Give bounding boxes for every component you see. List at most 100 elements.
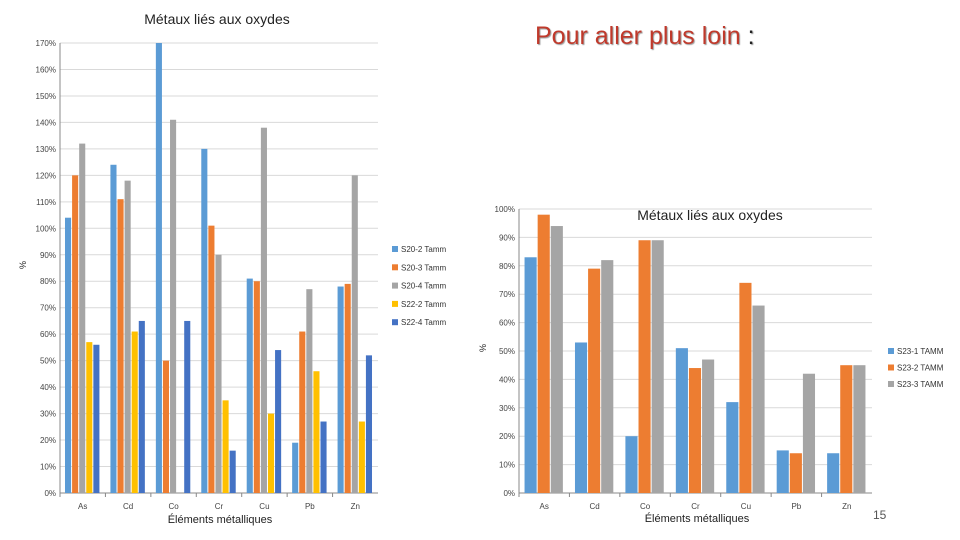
right-chart-x-tick-label: Zn: [842, 502, 851, 511]
right-chart-bar: [574, 342, 588, 493]
right-chart-bar: [550, 226, 563, 494]
left-chart-bar: [260, 127, 267, 494]
left-chart-y-tick-label: 150%: [36, 92, 56, 101]
left-chart-x-tick-label: Co: [168, 502, 179, 511]
left-chart-bar: [201, 148, 208, 493]
left-chart-bar: [229, 450, 236, 493]
right-chart-bar: [601, 260, 614, 493]
right-chart-legend-swatch: [888, 364, 894, 371]
right-chart-bar: [638, 240, 651, 493]
left-chart-bar: [86, 342, 93, 493]
right-chart-x-tick-label: As: [540, 502, 549, 511]
left-chart-y-tick-label: 80%: [40, 277, 56, 286]
right-chart-bar: [789, 453, 802, 493]
right-chart-bar: [675, 348, 688, 493]
left-chart-bar: [275, 350, 282, 493]
right-chart-bar: [651, 240, 664, 493]
left-chart-y-axis-label: %: [18, 261, 28, 269]
left-chart-bar: [72, 175, 79, 493]
left-chart-x-tick-label: Cd: [123, 502, 133, 511]
left-chart-bar: [184, 320, 191, 493]
left-chart-x-tick-label: Cu: [259, 502, 269, 511]
left-chart-bar: [138, 320, 145, 493]
left-chart-y-tick-label: 160%: [36, 65, 56, 74]
right-chart-legend-label: S23-2 TAMM: [897, 364, 944, 373]
left-chart-y-tick-label: 0%: [44, 489, 56, 498]
right-chart-bar: [625, 436, 638, 493]
left-chart-bar: [292, 442, 299, 493]
left-chart-x-axis-label: Éléments métalliques: [168, 513, 273, 526]
slide-heading: Pour aller plus loin :: [535, 22, 755, 51]
left-chart-bar: [93, 344, 100, 493]
left-chart-y-tick-label: 120%: [36, 171, 56, 180]
left-chart-bar: [79, 143, 86, 493]
right-chart-bar: [537, 214, 550, 493]
left-chart-bar: [155, 43, 162, 493]
left-chart-x-tick-label: Cr: [215, 502, 224, 511]
right-chart-x-axis-label: Éléments métalliques: [645, 512, 750, 525]
left-chart-bar: [162, 360, 170, 493]
left-chart-bar: [64, 217, 72, 494]
right-chart-x-tick-label: Cr: [691, 502, 700, 511]
left-chart-legend-label: S22-4 Tamm: [401, 318, 447, 327]
right-chart-title: Métaux liés aux oxydes: [637, 207, 783, 223]
left-chart-legend-label: S20-2 Tamm: [401, 245, 447, 254]
left-chart-y-tick-label: 90%: [40, 251, 56, 260]
right-chart-y-tick-label: 100%: [495, 205, 515, 214]
right-chart-x-tick-label: Cu: [741, 502, 751, 511]
left-chart-bar: [131, 331, 138, 493]
right-chart-y-tick-label: 20%: [499, 432, 515, 441]
left-chart-y-tick-label: 30%: [40, 410, 56, 419]
right-chart-bar: [726, 402, 739, 493]
right-chart-legend-swatch: [888, 381, 894, 387]
left-chart-title: Métaux liés aux oxydes: [144, 11, 290, 27]
slide-heading-colon: :: [740, 22, 755, 50]
left-chart-bar: [337, 286, 344, 493]
left-chart-y-tick-label: 20%: [40, 436, 56, 445]
right-chart-bar: [776, 450, 789, 493]
left-chart-y-tick-label: 130%: [36, 145, 56, 154]
right-chart-bar: [688, 368, 702, 493]
right-chart-legend-swatch: [888, 348, 894, 354]
left-chart-x-tick-label: As: [78, 502, 87, 511]
left-chart-bar: [306, 289, 313, 493]
left-chart-bar: [124, 180, 131, 493]
left-chart-x-tick-label: Zn: [351, 502, 360, 511]
right-chart-bar: [588, 268, 601, 493]
right-chart-bar: [827, 453, 840, 493]
right-chart-y-tick-label: 40%: [499, 375, 515, 384]
left-chart-y-tick-label: 110%: [36, 198, 56, 207]
left-chart-bar: [222, 400, 229, 493]
left-chart-bar: [267, 413, 275, 493]
left-chart-y-tick-label: 70%: [40, 304, 56, 313]
right-chart-y-tick-label: 50%: [499, 347, 515, 356]
left-chart-bar: [365, 355, 373, 493]
right-chart-bar: [702, 359, 715, 493]
left-chart-x-tick-label: Pb: [305, 502, 315, 511]
left-chart-y-tick-label: 140%: [36, 118, 56, 127]
left-chart-legend-label: S22-2 Tamm: [401, 300, 447, 309]
right-chart-bar: [802, 373, 816, 493]
left-chart-bar: [208, 225, 215, 493]
left-chart-bar: [246, 278, 253, 493]
right-chart-y-tick-label: 60%: [499, 319, 515, 328]
page-number: 15: [873, 508, 887, 522]
right-chart-bar: [752, 305, 765, 493]
right-chart-y-tick-label: 30%: [499, 404, 515, 413]
slide-heading-text: Pour aller plus loin: [535, 22, 741, 50]
left-chart-bar: [170, 119, 177, 493]
right-chart-y-tick-label: 80%: [499, 262, 515, 271]
left-chart-legend-label: S20-3 Tamm: [401, 263, 447, 272]
left-chart-bar: [313, 371, 320, 493]
left-chart-bar: [117, 199, 124, 494]
left-chart-bar: [299, 331, 306, 493]
left-chart-y-tick-label: 10%: [40, 463, 56, 472]
left-chart-bar: [320, 421, 327, 493]
left-chart-y-tick-label: 100%: [36, 224, 56, 233]
right-chart-bar: [853, 365, 866, 493]
right-chart-y-tick-label: 10%: [499, 461, 515, 470]
left-chart-bar: [253, 281, 260, 493]
left-chart-y-tick-label: 50%: [40, 357, 56, 366]
right-chart-x-tick-label: Co: [640, 502, 651, 511]
